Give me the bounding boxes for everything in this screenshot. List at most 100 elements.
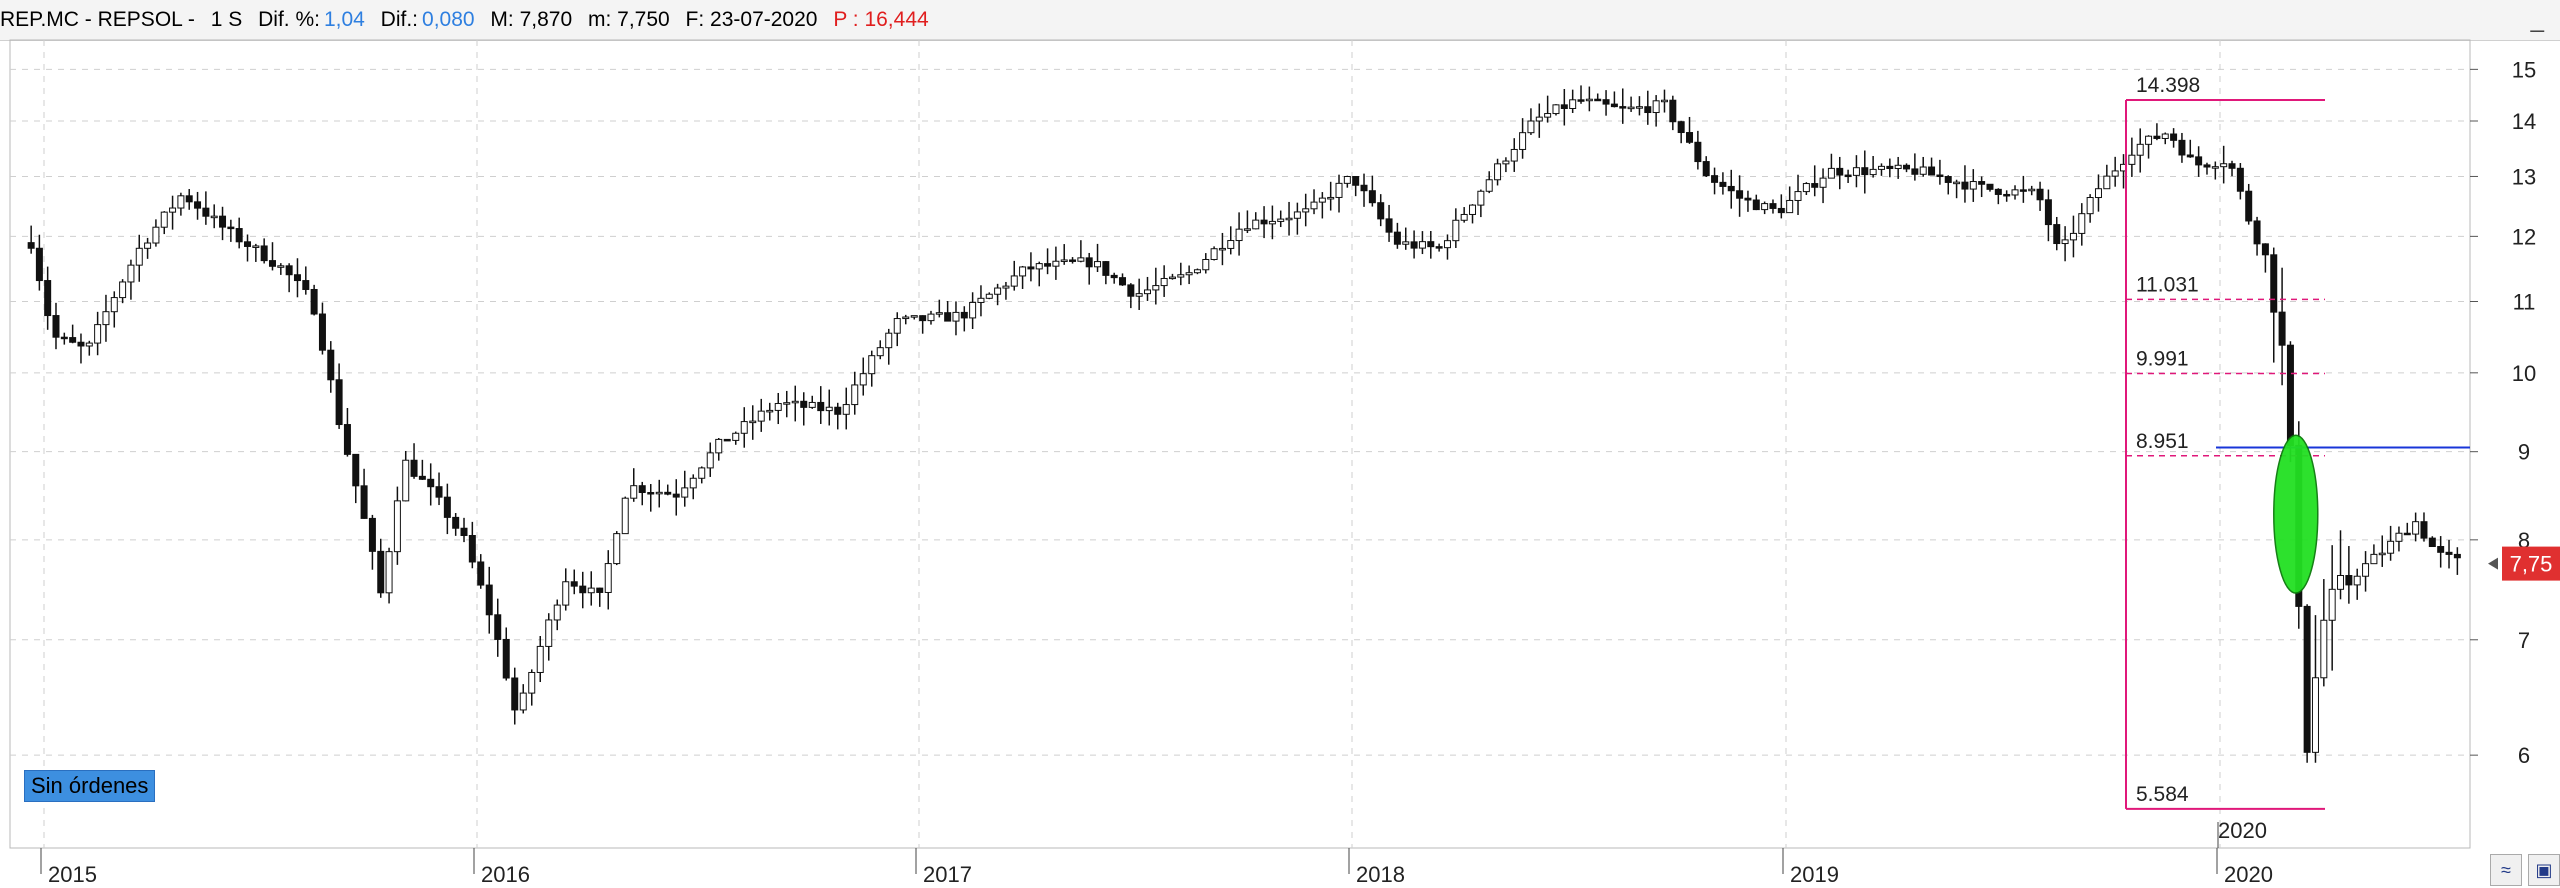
period-label[interactable]: 1 S — [210, 8, 243, 31]
save-icon[interactable]: ▣ — [2528, 854, 2560, 886]
x-tick-label: 2020 — [2224, 862, 2273, 887]
x-tick-label: 2016 — [481, 862, 530, 887]
candle-body — [260, 245, 268, 262]
candle-body — [185, 195, 193, 203]
date-label: F: 23-07-2020 — [685, 8, 818, 31]
candle-body — [335, 379, 343, 426]
candle-body — [1978, 181, 1986, 185]
candle-body — [935, 312, 943, 315]
candle-body — [1427, 241, 1435, 248]
candle-body — [2387, 540, 2395, 554]
candle-body — [410, 459, 418, 477]
candle-body — [1218, 247, 1226, 251]
candle-body — [1769, 203, 1777, 209]
candle-body — [1852, 167, 1860, 176]
y-tick-label: 8 — [2518, 528, 2530, 553]
candle-body — [1060, 259, 1068, 262]
candle-body — [2420, 521, 2428, 539]
candle-body — [1994, 188, 2002, 195]
candle-body — [2395, 532, 2403, 542]
candle-body — [1953, 181, 1961, 185]
symbol-label: REP.MC - REPSOL - — [0, 8, 195, 31]
candle-body — [562, 581, 570, 606]
candle-body — [2353, 575, 2361, 586]
candle-body — [519, 692, 527, 711]
dif-value: 0,080 — [422, 8, 475, 31]
candle-body — [2245, 190, 2253, 222]
candle-body — [310, 288, 318, 315]
candle-body — [485, 584, 493, 616]
candle-body — [638, 485, 646, 494]
candle-body — [1694, 141, 1702, 163]
candle-body — [1544, 113, 1552, 118]
candle-body — [194, 201, 202, 209]
y-tick-label: 11 — [2513, 289, 2536, 314]
candle-body — [2036, 188, 2044, 201]
candle-body — [1277, 218, 1285, 222]
candle-body — [1727, 185, 1735, 192]
candle-body — [227, 226, 235, 230]
candle-body — [1302, 208, 1310, 213]
candle-body — [1094, 261, 1102, 268]
candle-body — [1619, 106, 1627, 109]
x-tick-label: 2017 — [923, 862, 972, 887]
candle-body — [1911, 168, 1919, 175]
x-tick-label: 2018 — [1356, 862, 1405, 887]
candle-body — [689, 477, 697, 489]
candle-body — [1127, 284, 1135, 297]
candle-body — [1819, 177, 1827, 188]
candle-body — [902, 316, 910, 320]
candle-body — [808, 401, 816, 408]
candle-body — [1827, 167, 1835, 179]
candle-body — [1352, 176, 1360, 186]
candle-body — [800, 400, 808, 408]
p-label: P : 16,444 — [833, 8, 929, 31]
candle-body — [1435, 246, 1443, 249]
candle-body — [1143, 289, 1151, 295]
candle-body — [851, 384, 859, 406]
candle-body — [1677, 121, 1685, 134]
minimize-icon[interactable]: _ — [2530, 6, 2544, 33]
candle-body — [977, 297, 985, 303]
collapse-icon[interactable]: ≈ — [2490, 854, 2522, 886]
candle-body — [1936, 174, 1944, 178]
x-sub-tick-label: 2020 — [2218, 818, 2267, 843]
candle-body — [1152, 285, 1160, 291]
candle-body — [1502, 160, 1510, 165]
candle-body — [2253, 220, 2261, 245]
candle-body — [35, 247, 43, 282]
candle-body — [1894, 164, 1902, 170]
candle-body — [2445, 551, 2453, 555]
candle-body — [1135, 293, 1143, 297]
candle-body — [732, 432, 740, 441]
candle-body — [1627, 106, 1635, 110]
candle-body — [277, 265, 285, 268]
candle-body — [102, 311, 110, 326]
candle-body — [825, 406, 833, 412]
candle-body — [1469, 204, 1477, 215]
candle-body — [1719, 181, 1727, 187]
candle-body — [528, 671, 536, 694]
candle-body — [655, 491, 663, 495]
candle-body — [1903, 164, 1911, 170]
candle-body — [876, 347, 884, 357]
candle-body — [2311, 677, 2319, 753]
candle-body — [2378, 552, 2386, 556]
candle-body — [672, 493, 680, 498]
candle-body — [377, 550, 385, 594]
candle-body — [1635, 106, 1643, 109]
candle-body — [910, 315, 918, 318]
candle-body — [285, 265, 293, 276]
candle-body — [1961, 181, 1969, 190]
orders-badge[interactable]: Sin órdenes — [24, 770, 156, 802]
candle-body — [343, 424, 351, 455]
candle-body — [402, 459, 410, 502]
candle-body — [1327, 196, 1335, 200]
candle-body — [596, 587, 604, 593]
candle-body — [2178, 139, 2186, 156]
candle-body — [969, 301, 977, 319]
candle-body — [2061, 239, 2069, 245]
candle-body — [1268, 220, 1276, 225]
candle-body — [468, 535, 476, 563]
